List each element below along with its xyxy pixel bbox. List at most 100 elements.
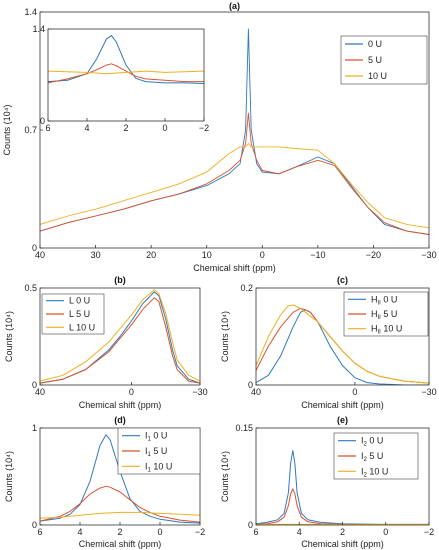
legend-text: 10 U (368, 71, 387, 81)
legend-text: L 0 U (69, 296, 90, 306)
x-axis-label: Chemical shift (ppm) (193, 263, 276, 273)
series-line-3 (40, 511, 200, 519)
legend-rest: 0 U (151, 431, 168, 441)
y-tick-label: 0 (40, 116, 45, 126)
legend-text: I (361, 436, 364, 446)
legend-label: I1 0 U (145, 431, 167, 443)
series-line-1 (40, 434, 200, 524)
x-tick-label: 10 (202, 250, 212, 260)
x-tick-label: 2 (340, 527, 345, 537)
legend-rest: 5 U (151, 446, 168, 456)
x-tick-label: 0 (129, 387, 134, 397)
x-tick-label: −10 (310, 250, 325, 260)
chart-title: (e) (337, 415, 348, 425)
x-tick-label: 0 (162, 123, 167, 133)
chart-title: (b) (114, 275, 126, 285)
legend-text: 0 U (368, 39, 382, 49)
legend-label: L 10 U (69, 322, 95, 332)
x-tick-label: 0 (383, 527, 388, 537)
legend-subscript: II (378, 330, 382, 336)
legend-text: H (371, 324, 378, 334)
series-line-2 (40, 485, 200, 523)
legend-label: I2 0 U (361, 436, 383, 448)
series-group (40, 28, 429, 235)
legend-rest: 10 U (381, 324, 403, 334)
x-tick-label: 40 (251, 387, 261, 397)
x-tick-label: 6 (37, 527, 42, 537)
legend-label: I2 10 U (361, 466, 388, 478)
legend-text: I (145, 461, 148, 471)
series-line-2 (40, 297, 200, 384)
x-tick-label: −30 (421, 387, 436, 397)
legend-rest: 0 U (367, 436, 384, 446)
series-line-3 (48, 70, 204, 75)
legend-text: I (361, 466, 364, 476)
legend-label: HII 0 U (371, 294, 397, 306)
legend-subscript: 1 (148, 467, 152, 473)
series-group (48, 35, 204, 84)
plot-frame (255, 287, 430, 386)
x-tick-label: 6 (253, 527, 258, 537)
legend-rest: 5 U (381, 309, 398, 319)
y-tick-label: 0 (32, 380, 37, 390)
y-axis-label: Counts (10⁴) (220, 451, 230, 502)
legend: I2 0 UI2 5 UI2 10 U (333, 432, 419, 480)
legend-text: H (371, 294, 378, 304)
series-group (256, 304, 429, 385)
legend: I1 0 UI1 5 UI1 10 U (117, 427, 201, 475)
y-tick-label: 0.5 (24, 283, 37, 293)
x-tick-label: −2 (424, 527, 434, 537)
legend-subscript: 1 (148, 452, 152, 458)
y-tick-label: 1 (32, 423, 37, 433)
legend-subscript: 2 (364, 457, 368, 463)
series-line-3 (40, 143, 429, 229)
legend-label: HII 5 U (371, 309, 397, 321)
chart-title: (a) (229, 1, 240, 11)
series-group (40, 434, 200, 524)
legend-label: I1 5 U (145, 446, 167, 458)
series-line-2 (40, 112, 429, 235)
y-axis-label: Counts (10⁴) (220, 311, 230, 362)
x-tick-label: −2 (195, 527, 205, 537)
y-axis-label: Counts (10⁴) (2, 105, 12, 156)
x-tick-label: −20 (366, 250, 381, 260)
x-axis-label: Chemical shift (ppm) (79, 400, 162, 410)
legend-text: I (361, 451, 364, 461)
x-tick-label: −30 (421, 250, 436, 260)
x-tick-label: 6 (45, 123, 50, 133)
legend-subscript: 2 (364, 472, 368, 478)
legend-subscript: II (378, 315, 382, 321)
y-tick-label: 0 (32, 520, 37, 530)
legend-label: I2 5 U (361, 451, 383, 463)
legend-rest: 0 U (381, 294, 398, 304)
x-tick-label: 2 (117, 527, 122, 537)
legend-text: 5 U (368, 55, 382, 65)
chart-a-inset: 6 4 2 0 −2 0 1.4 (32, 24, 209, 133)
legend-text: H (371, 309, 378, 319)
x-tick-label: −2 (199, 123, 209, 133)
legend-subscript: 2 (364, 442, 368, 448)
legend-label: HII 10 U (371, 324, 402, 336)
legend-text: I (145, 446, 148, 456)
x-tick-label: 30 (91, 250, 101, 260)
legend-text: L 5 U (69, 309, 90, 319)
chart-e: 6 4 2 0 −2 0 0.15 (e) Chemical shift (ppm) Counts… (220, 415, 434, 549)
series-line-1 (256, 450, 429, 525)
legend-label: 10 U (368, 71, 387, 81)
legend-subscript: 1 (148, 437, 152, 443)
y-tick-label: 0 (248, 380, 253, 390)
legend: L 0 U L 5 U L 10 U (41, 293, 105, 335)
x-tick-label: 40 (35, 250, 45, 260)
legend-rest: 10 U (367, 466, 389, 476)
chart-title: (c) (337, 275, 348, 285)
y-tick-label: 1.4 (24, 7, 37, 17)
x-tick-label: 4 (297, 527, 302, 537)
chart-title: (d) (114, 415, 126, 425)
series-line-3 (40, 289, 200, 382)
x-tick-label: 4 (77, 527, 82, 537)
series-line-2 (256, 488, 429, 525)
